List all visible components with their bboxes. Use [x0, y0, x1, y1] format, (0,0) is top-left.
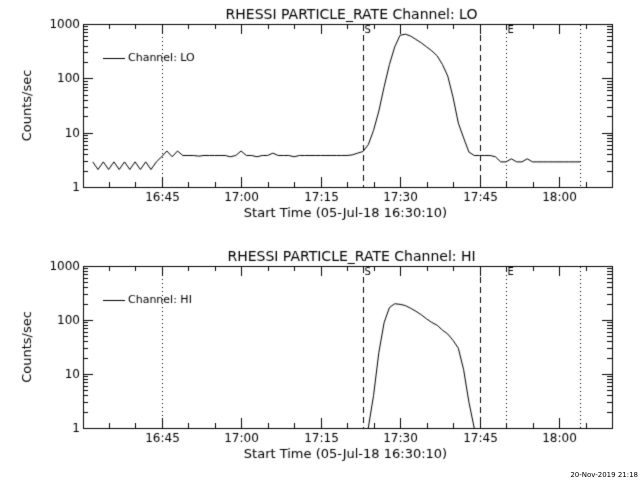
footer-timestamp: 20-Nov-2019 21:18	[570, 471, 638, 479]
